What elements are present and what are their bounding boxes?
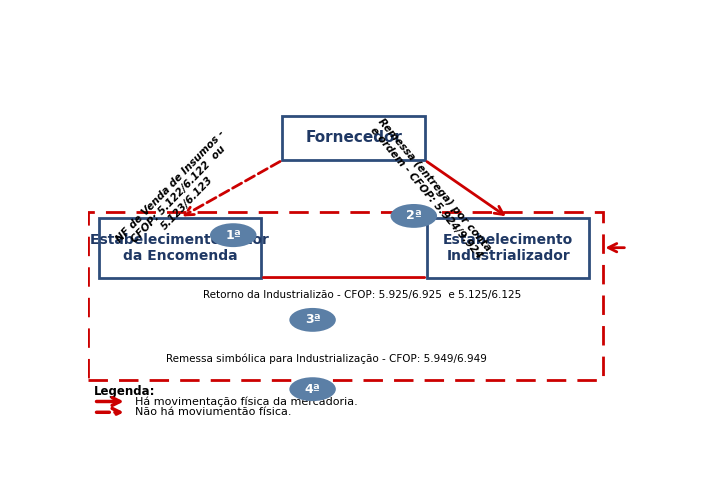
Text: 3ª: 3ª <box>305 314 321 326</box>
FancyBboxPatch shape <box>282 116 425 160</box>
FancyBboxPatch shape <box>99 218 261 278</box>
Text: Retorno da Industrializão - CFOP: 5.925/6.925  e 5.125/6.125: Retorno da Industrializão - CFOP: 5.925/… <box>203 290 521 300</box>
Text: 4ª: 4ª <box>305 382 321 396</box>
Text: Não há moviumentão física.: Não há moviumentão física. <box>135 408 292 418</box>
Text: Legenda:: Legenda: <box>94 384 155 398</box>
Text: 2ª: 2ª <box>406 210 421 222</box>
Text: Fornecedor: Fornecedor <box>305 130 402 146</box>
Ellipse shape <box>289 308 336 332</box>
Text: Estabelecimento Autor
da Encomenda: Estabelecimento Autor da Encomenda <box>90 232 269 263</box>
Text: Estabelecimento
Industrializador: Estabelecimento Industrializador <box>443 232 573 263</box>
Text: Remessa (entrega) por conta
e ordem - CFOP: 5.924/9.924: Remessa (entrega) por conta e ordem - CF… <box>367 117 493 261</box>
Ellipse shape <box>210 223 256 247</box>
Text: NF de Venda de Insumos -
CFOP: 5.122/6.122  ou
5.123/6.123: NF de Venda de Insumos - CFOP: 5.122/6.1… <box>114 128 243 261</box>
FancyBboxPatch shape <box>428 218 589 278</box>
Text: 1ª: 1ª <box>225 228 241 241</box>
Ellipse shape <box>390 204 437 228</box>
Text: Há movimentação física da mercadoria.: Há movimentação física da mercadoria. <box>135 396 357 406</box>
Ellipse shape <box>289 377 336 401</box>
Text: Remessa simbólica para Industrialização - CFOP: 5.949/6.949: Remessa simbólica para Industrialização … <box>166 353 486 364</box>
